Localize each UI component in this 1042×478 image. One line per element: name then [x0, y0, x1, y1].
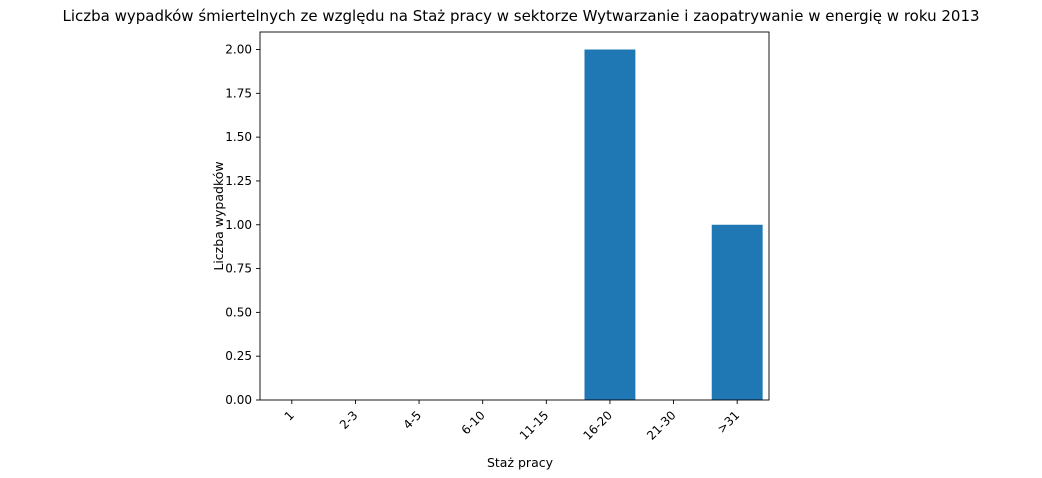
y-tick-label: 1.25 [225, 174, 252, 188]
y-tick-label: 1.00 [225, 218, 252, 232]
x-tick-label: 16-20 [580, 408, 615, 443]
x-tick-label: 4-5 [400, 408, 424, 432]
bar [711, 224, 763, 400]
bar [584, 49, 636, 401]
y-tick-label: 1.75 [225, 86, 252, 100]
y-axis-label: Liczba wypadków [211, 161, 226, 270]
x-tick-label: 1 [282, 408, 297, 423]
x-axis-label: Staż pracy [487, 455, 554, 470]
y-tick-label: 0.50 [225, 305, 252, 319]
chart-title: Liczba wypadków śmiertelnych ze względu … [62, 7, 979, 25]
x-tick-label: >31 [714, 408, 742, 436]
y-tick-label: 1.50 [225, 130, 252, 144]
y-tick-label: 0.75 [225, 262, 252, 276]
y-tick-label: 0.00 [225, 393, 252, 407]
plot-frame [259, 31, 770, 401]
y-tick-label: 2.00 [225, 43, 252, 57]
x-tick-label: 6-10 [459, 408, 488, 437]
x-tick-label: 11-15 [517, 408, 552, 443]
x-tick-label: 21-30 [644, 408, 679, 443]
y-tick-label: 0.25 [225, 349, 252, 363]
x-tick-label: 2-3 [337, 408, 361, 432]
plot-area: 0.00 0.25 0.50 0.75 1.00 1.25 1.50 1.75 2.00 1 2-3… [225, 31, 770, 443]
